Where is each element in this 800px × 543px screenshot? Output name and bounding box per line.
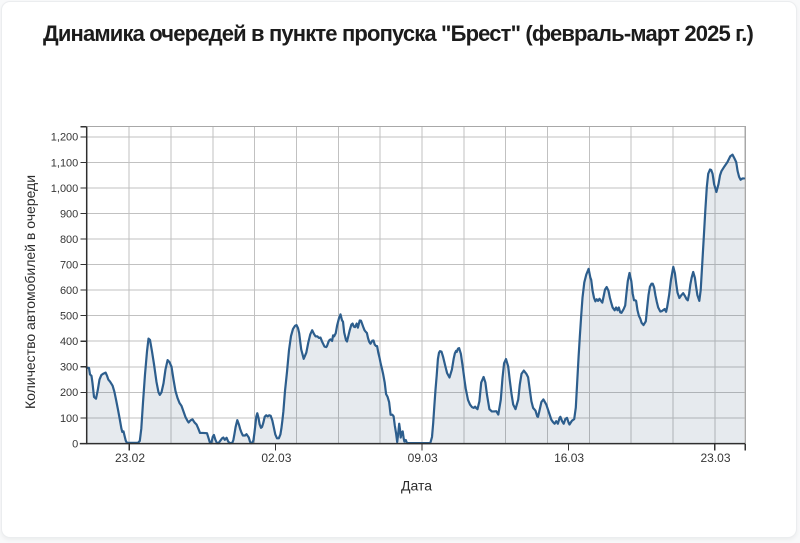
svg-text:200: 200 bbox=[60, 387, 78, 399]
svg-text:0: 0 bbox=[72, 438, 78, 450]
svg-text:900: 900 bbox=[60, 208, 78, 220]
svg-text:800: 800 bbox=[60, 234, 78, 246]
svg-text:23.03: 23.03 bbox=[700, 451, 730, 465]
svg-text:Дата: Дата bbox=[401, 478, 432, 494]
svg-text:09.03: 09.03 bbox=[408, 451, 438, 465]
svg-text:400: 400 bbox=[60, 336, 78, 348]
svg-text:100: 100 bbox=[60, 413, 78, 425]
svg-text:23.02: 23.02 bbox=[115, 451, 145, 465]
svg-text:500: 500 bbox=[60, 311, 78, 323]
svg-text:02.03: 02.03 bbox=[261, 451, 291, 465]
svg-text:700: 700 bbox=[60, 259, 78, 271]
svg-text:16.03: 16.03 bbox=[554, 451, 584, 465]
svg-text:300: 300 bbox=[60, 362, 78, 374]
svg-text:600: 600 bbox=[60, 285, 78, 297]
svg-text:1,200: 1,200 bbox=[51, 132, 79, 144]
svg-text:1,100: 1,100 bbox=[51, 157, 79, 169]
svg-text:Количество автомобилей в очере: Количество автомобилей в очереди bbox=[22, 175, 38, 409]
svg-text:1,000: 1,000 bbox=[51, 183, 79, 195]
